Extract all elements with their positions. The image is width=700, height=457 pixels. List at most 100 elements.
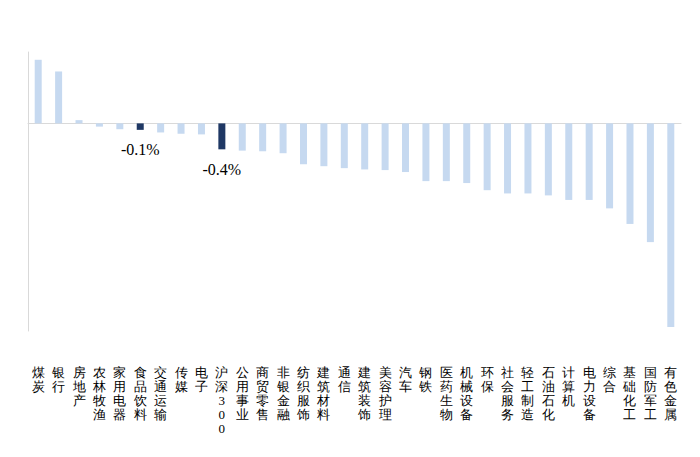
svg-text:电: 电: [583, 365, 596, 380]
svg-text:机: 机: [562, 393, 575, 408]
svg-text:力: 力: [583, 379, 596, 394]
svg-text:工: 工: [644, 407, 657, 422]
svg-text:备: 备: [460, 407, 473, 422]
svg-text:工: 工: [623, 407, 636, 422]
svg-text:材: 材: [316, 393, 330, 408]
svg-text:融: 融: [277, 407, 290, 422]
svg-text:林: 林: [92, 379, 106, 394]
svg-text:设: 设: [583, 393, 596, 408]
svg-text:机: 机: [460, 365, 473, 380]
svg-text:合: 合: [603, 379, 616, 394]
svg-text:事: 事: [236, 393, 249, 408]
svg-text:基: 基: [623, 365, 636, 380]
svg-text:售: 售: [256, 407, 269, 422]
svg-text:织: 织: [297, 379, 310, 394]
svg-text:计: 计: [562, 365, 575, 380]
svg-text:交: 交: [154, 365, 167, 380]
svg-text:筑: 筑: [317, 379, 330, 394]
svg-text:建: 建: [316, 365, 330, 380]
svg-text:煤: 煤: [32, 365, 45, 380]
svg-text:用: 用: [236, 379, 249, 394]
svg-text:家: 家: [113, 365, 126, 380]
svg-text:料: 料: [134, 407, 147, 422]
svg-text:铁: 铁: [418, 379, 432, 394]
svg-text:牧: 牧: [93, 393, 106, 408]
svg-text:军: 军: [644, 393, 657, 408]
svg-text:炭: 炭: [32, 379, 45, 394]
svg-text:电: 电: [195, 365, 208, 380]
svg-text:设: 设: [460, 393, 473, 408]
svg-text:油: 油: [542, 379, 555, 394]
svg-text:服: 服: [297, 393, 310, 408]
svg-text:金: 金: [664, 393, 677, 408]
svg-text:食: 食: [134, 365, 147, 380]
svg-text:沪: 沪: [215, 365, 228, 380]
svg-text:医: 医: [440, 365, 453, 380]
svg-text:零: 零: [256, 393, 269, 408]
svg-text:运: 运: [154, 393, 167, 408]
svg-text:房: 房: [73, 365, 86, 380]
svg-text:输: 输: [154, 407, 167, 422]
svg-text:色: 色: [664, 379, 677, 394]
svg-text:服: 服: [501, 393, 514, 408]
svg-text:防: 防: [644, 379, 657, 394]
svg-text:深: 深: [215, 379, 228, 394]
svg-text:国: 国: [644, 365, 657, 380]
svg-text:子: 子: [195, 379, 208, 394]
svg-text:银: 银: [276, 379, 290, 394]
svg-text:信: 信: [338, 379, 351, 394]
svg-text:电: 电: [113, 393, 126, 408]
svg-text:社: 社: [501, 365, 514, 380]
svg-text:础: 础: [622, 379, 636, 394]
svg-text:贸: 贸: [256, 379, 269, 394]
svg-text:石: 石: [542, 393, 555, 408]
svg-text:用: 用: [113, 379, 126, 394]
svg-text:装: 装: [358, 393, 371, 408]
svg-text:综: 综: [603, 365, 616, 380]
svg-text:保: 保: [481, 379, 494, 394]
svg-text:环: 环: [481, 365, 494, 380]
svg-text:行: 行: [52, 379, 65, 394]
svg-text:容: 容: [379, 379, 392, 394]
svg-text:通: 通: [154, 379, 167, 394]
svg-text:品: 品: [134, 379, 147, 394]
svg-text:3: 3: [219, 393, 226, 408]
svg-text:传: 传: [175, 365, 188, 380]
svg-text:饮: 饮: [133, 393, 147, 408]
svg-text:制: 制: [521, 393, 534, 408]
svg-text:0: 0: [219, 421, 226, 436]
svg-text:农: 农: [93, 365, 106, 380]
svg-text:金: 金: [277, 393, 290, 408]
svg-text:理: 理: [379, 407, 392, 422]
svg-text:地: 地: [72, 379, 86, 394]
svg-text:银: 银: [51, 365, 65, 380]
svg-text:生: 生: [440, 393, 453, 408]
svg-text:非: 非: [277, 365, 290, 380]
svg-text:化: 化: [623, 393, 636, 408]
svg-text:-0.4%: -0.4%: [203, 161, 242, 178]
svg-text:轻: 轻: [521, 365, 534, 380]
svg-text:纺: 纺: [297, 365, 310, 380]
svg-text:石: 石: [542, 365, 555, 380]
svg-text:-0.1%: -0.1%: [121, 141, 160, 158]
svg-text:车: 车: [399, 379, 412, 394]
svg-text:化: 化: [542, 407, 555, 422]
svg-text:有: 有: [664, 365, 677, 380]
svg-text:渔: 渔: [93, 407, 106, 422]
svg-text:工: 工: [521, 379, 534, 394]
svg-text:0: 0: [219, 407, 226, 422]
svg-text:产: 产: [73, 393, 86, 408]
svg-text:筑: 筑: [358, 379, 371, 394]
svg-text:美: 美: [379, 365, 392, 380]
svg-text:护: 护: [378, 393, 392, 408]
svg-text:算: 算: [562, 379, 575, 394]
svg-text:会: 会: [501, 379, 514, 394]
svg-text:属: 属: [664, 407, 677, 422]
svg-text:媒: 媒: [175, 379, 188, 394]
svg-text:业: 业: [236, 407, 249, 422]
svg-text:饰: 饰: [296, 407, 310, 422]
svg-text:公: 公: [236, 365, 249, 380]
svg-text:饰: 饰: [357, 407, 371, 422]
svg-text:汽: 汽: [399, 365, 412, 380]
svg-text:商: 商: [256, 365, 269, 380]
